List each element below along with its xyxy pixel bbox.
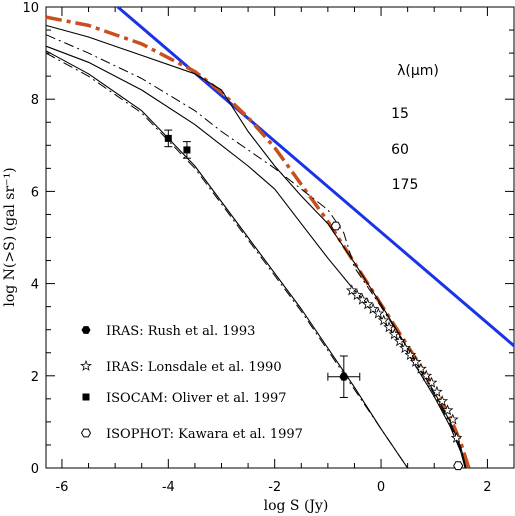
data-point-open-hexagon [330, 221, 341, 231]
legend-label-lonsdale: IRAS: Lonsdale et al. 1990 [106, 360, 282, 375]
legend-markers [80, 326, 92, 438]
series-line-0 [116, 5, 515, 347]
y-tick-label: 0 [31, 462, 39, 477]
star-point [356, 293, 369, 305]
y-tick-labels: 0 2 4 6 8 10 [22, 1, 39, 477]
star-point [409, 355, 422, 367]
data-point-filled-square [164, 134, 172, 142]
star-point [404, 348, 417, 361]
series-line-4 [45, 34, 467, 469]
wavelength-15: 15 [391, 106, 409, 122]
y-tick-label: 4 [31, 278, 39, 293]
data-point-filled-square [183, 146, 191, 154]
legend-marker-open-hexagon [80, 428, 92, 438]
x-tick-label: -4 [162, 480, 175, 495]
star-point [436, 395, 449, 407]
star-point [393, 335, 406, 347]
star-point [383, 321, 395, 333]
series-line-2 [45, 24, 467, 469]
star-point [441, 404, 454, 416]
x-tick-label: -6 [55, 480, 68, 495]
star-point [447, 413, 459, 425]
x-tick-label: 0 [377, 480, 385, 495]
axis-ticks [46, 6, 514, 469]
star-point [345, 284, 358, 296]
y-tick-label: 6 [31, 185, 39, 200]
data-point-open-hexagon [453, 461, 464, 471]
x-tick-label: 2 [483, 480, 491, 495]
legend-marker-filled-hexagon [81, 326, 91, 334]
wavelength-175: 175 [392, 177, 419, 193]
series-line-3 [45, 45, 466, 469]
y-tick-label: 8 [31, 93, 39, 108]
legend: IRAS: Rush et al. 1993 IRAS: Lonsdale et… [80, 324, 303, 442]
x-axis-label: log S (Jy) [264, 498, 329, 514]
star-point [431, 385, 443, 397]
star-point [377, 314, 390, 326]
star-point [415, 362, 427, 374]
series-line-5 [45, 50, 409, 469]
legend-label-kawara: ISOPHOT: Kawara et al. 1997 [106, 427, 303, 442]
star-point [425, 376, 438, 388]
star-point [399, 341, 411, 354]
x-tick-labels: -6 -4 -2 0 2 [55, 480, 491, 495]
y-axis-label: log N(>S) (gal sr⁻¹) [2, 167, 18, 306]
legend-label-oliver: ISOCAM: Oliver et al. 1997 [106, 391, 287, 406]
star-point [367, 302, 379, 314]
y-tick-label: 2 [31, 370, 39, 385]
star-point [450, 431, 463, 444]
y-tick-label: 10 [22, 1, 39, 16]
star-point [361, 298, 374, 310]
series-line-6 [45, 52, 409, 469]
legend-marker-filled-square [82, 393, 90, 401]
legend-marker-star [80, 359, 92, 371]
data-point-filled-hexagon [339, 372, 349, 381]
legend-label-rush: IRAS: Rush et al. 1993 [106, 324, 255, 339]
observed-data-points [164, 129, 464, 471]
wavelength-60: 60 [391, 142, 409, 158]
star-point [351, 288, 363, 301]
star-point [420, 369, 433, 381]
wavelength-header: λ(μm) [397, 63, 439, 79]
star-point [388, 328, 401, 340]
x-tick-label: -2 [268, 480, 281, 495]
lonsdale-star-points [345, 284, 463, 444]
star-point [372, 307, 385, 319]
